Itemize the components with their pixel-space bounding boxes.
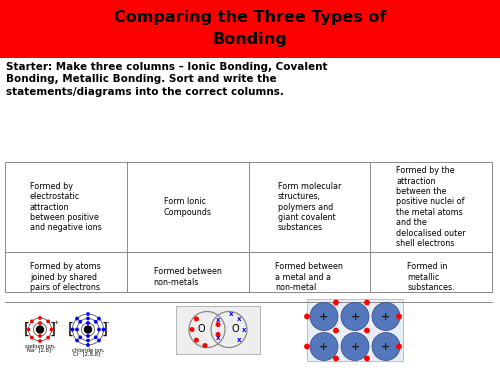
Circle shape <box>84 326 91 333</box>
Text: Formed by
electrostatic
attraction
between positive
and negative ions: Formed by electrostatic attraction betwe… <box>30 182 102 232</box>
Text: x: x <box>238 316 242 322</box>
Text: sodium ion,: sodium ion, <box>24 344 56 348</box>
Circle shape <box>98 328 100 331</box>
Circle shape <box>94 336 97 339</box>
Text: [: [ <box>68 322 74 337</box>
Circle shape <box>372 333 400 360</box>
Text: Cl⁻ [2,8,8]⁻: Cl⁻ [2,8,8]⁻ <box>73 351 103 357</box>
Circle shape <box>94 321 97 323</box>
Text: Na⁺ [2,8]⁺: Na⁺ [2,8]⁺ <box>26 348 54 352</box>
Circle shape <box>334 356 338 361</box>
Circle shape <box>341 303 369 330</box>
Text: O: O <box>197 324 205 334</box>
Text: Bonding: Bonding <box>212 32 288 47</box>
Circle shape <box>87 322 89 324</box>
Bar <box>307 298 403 360</box>
Circle shape <box>310 303 338 330</box>
Text: +: + <box>320 342 328 351</box>
Circle shape <box>397 344 401 349</box>
Circle shape <box>76 317 78 320</box>
Circle shape <box>87 344 89 346</box>
Text: x: x <box>229 310 233 316</box>
Text: ]: ] <box>102 322 108 337</box>
Text: O: O <box>231 324 239 334</box>
Circle shape <box>102 328 104 331</box>
Circle shape <box>87 313 89 315</box>
Text: Formed between
non-metals: Formed between non-metals <box>154 267 222 287</box>
Circle shape <box>98 339 100 342</box>
Text: x: x <box>238 337 242 343</box>
Text: x: x <box>216 336 220 342</box>
Circle shape <box>190 328 194 331</box>
Circle shape <box>305 344 309 349</box>
Circle shape <box>39 340 41 342</box>
Circle shape <box>341 333 369 360</box>
Circle shape <box>310 333 338 360</box>
Circle shape <box>28 328 30 331</box>
Circle shape <box>72 328 74 331</box>
Circle shape <box>365 328 369 333</box>
Bar <box>0 0 500 58</box>
Text: Formed by the
attraction
between the
positive nuclei of
the metal atoms
and the
: Formed by the attraction between the pos… <box>396 166 466 248</box>
Text: +: + <box>350 342 360 351</box>
Circle shape <box>79 321 82 323</box>
Circle shape <box>305 314 309 319</box>
Circle shape <box>79 336 82 339</box>
Circle shape <box>76 328 78 331</box>
Text: Form Ionic
Compounds: Form Ionic Compounds <box>164 197 212 217</box>
Text: +: + <box>382 342 390 351</box>
Text: Formed by atoms
joined by shared
pairs of electrons: Formed by atoms joined by shared pairs o… <box>30 262 101 292</box>
Circle shape <box>30 336 33 339</box>
Circle shape <box>87 339 89 342</box>
Text: -: - <box>107 320 109 326</box>
Text: +: + <box>382 312 390 321</box>
Circle shape <box>87 335 89 337</box>
Circle shape <box>372 303 400 330</box>
Circle shape <box>194 338 198 342</box>
Text: ]: ] <box>50 322 56 337</box>
Circle shape <box>216 333 220 336</box>
Text: Formed in
metallic
substances.: Formed in metallic substances. <box>408 262 455 292</box>
Circle shape <box>47 336 50 339</box>
Bar <box>5 162 492 292</box>
Text: chloride ion,: chloride ion, <box>72 348 104 352</box>
Circle shape <box>216 323 220 326</box>
Text: Form molecular
structures,
polymers and
giant covalent
substances: Form molecular structures, polymers and … <box>278 182 341 232</box>
Text: x: x <box>216 318 220 324</box>
Text: Comparing the Three Types of: Comparing the Three Types of <box>114 10 386 25</box>
Circle shape <box>365 300 369 305</box>
Circle shape <box>50 328 52 331</box>
Circle shape <box>334 328 338 333</box>
Circle shape <box>47 320 50 322</box>
Text: +: + <box>320 312 328 321</box>
Circle shape <box>98 317 100 320</box>
Text: +: + <box>54 320 59 325</box>
Circle shape <box>39 335 41 337</box>
Bar <box>176 306 260 354</box>
Circle shape <box>334 300 338 305</box>
Text: x: x <box>242 327 246 333</box>
Text: [: [ <box>24 322 30 337</box>
Circle shape <box>87 317 89 320</box>
Circle shape <box>36 326 44 333</box>
Text: Starter: Make three columns – Ionic Bonding, Covalent
Bonding, Metallic Bonding.: Starter: Make three columns – Ionic Bond… <box>6 62 328 97</box>
Circle shape <box>39 322 41 324</box>
Circle shape <box>194 317 198 321</box>
Circle shape <box>39 317 41 319</box>
Circle shape <box>397 314 401 319</box>
Circle shape <box>365 356 369 361</box>
Circle shape <box>30 320 33 322</box>
Text: Formed between
a metal and a
non-metal: Formed between a metal and a non-metal <box>276 262 344 292</box>
Circle shape <box>76 339 78 342</box>
Circle shape <box>203 344 207 347</box>
Text: +: + <box>350 312 360 321</box>
